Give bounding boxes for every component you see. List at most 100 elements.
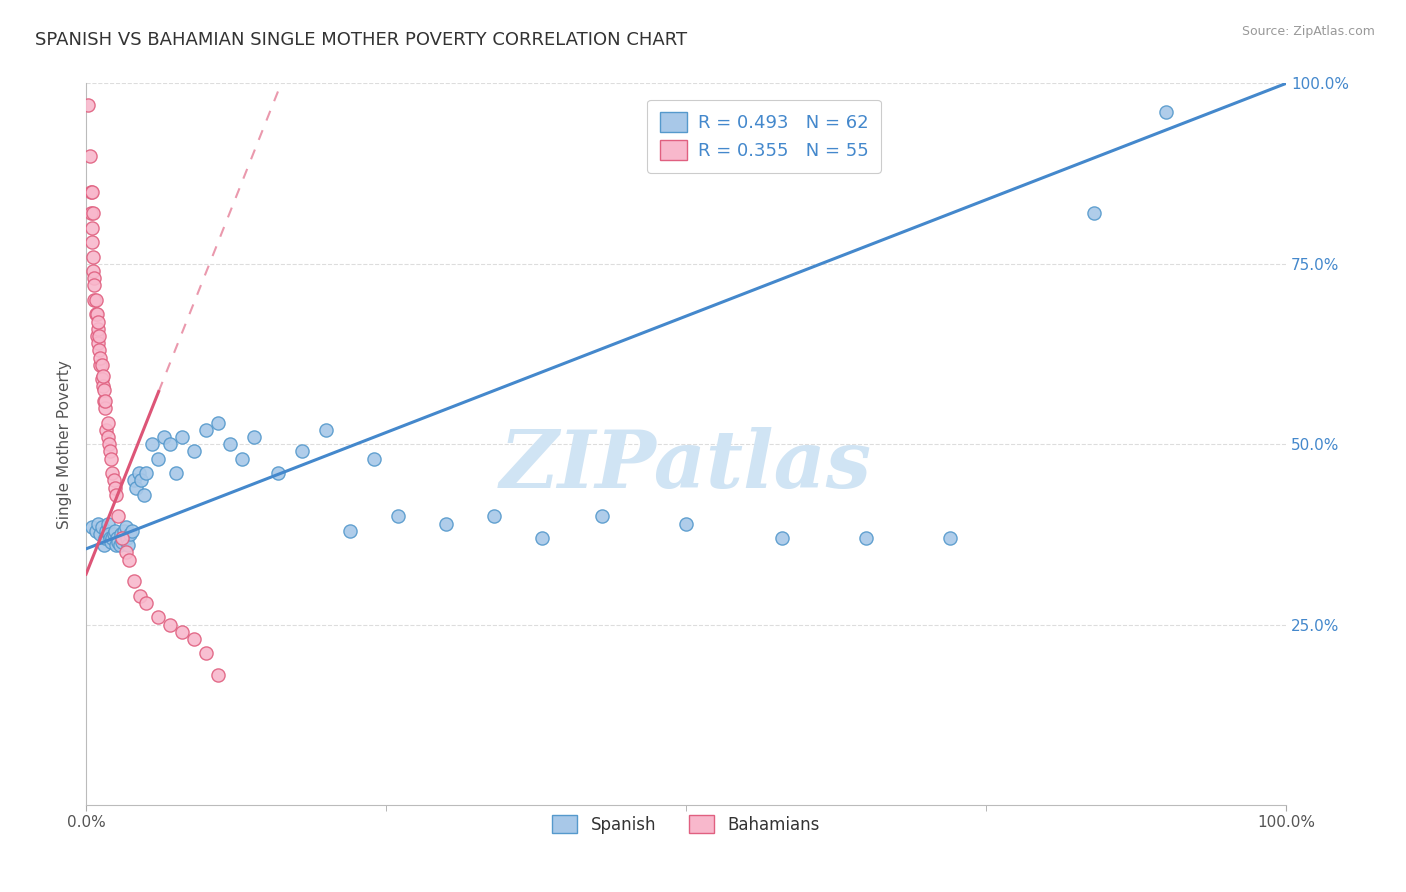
- Point: [118, 552, 141, 566]
- Point: [84, 307, 107, 321]
- Point: [120, 527, 142, 541]
- Point: [363, 451, 385, 466]
- Point: [107, 509, 129, 524]
- Point: [89, 351, 111, 365]
- Point: [170, 430, 193, 444]
- Point: [115, 531, 138, 545]
- Point: [80, 206, 103, 220]
- Point: [82, 206, 104, 220]
- Point: [94, 401, 117, 416]
- Point: [110, 527, 132, 541]
- Point: [101, 531, 124, 545]
- Point: [112, 531, 135, 545]
- Point: [89, 329, 111, 343]
- Point: [97, 516, 120, 531]
- Point: [267, 466, 290, 480]
- Point: [219, 437, 242, 451]
- Point: [83, 293, 105, 307]
- Legend: Spanish, Bahamians: Spanish, Bahamians: [543, 805, 830, 844]
- Point: [93, 538, 115, 552]
- Point: [122, 574, 145, 589]
- Point: [89, 343, 111, 358]
- Point: [231, 451, 253, 466]
- Point: [128, 466, 150, 480]
- Point: [146, 451, 169, 466]
- Point: [82, 264, 104, 278]
- Text: Source: ZipAtlas.com: Source: ZipAtlas.com: [1241, 25, 1375, 38]
- Point: [132, 488, 155, 502]
- Point: [108, 538, 131, 552]
- Point: [84, 293, 107, 307]
- Point: [1154, 105, 1177, 120]
- Point: [89, 527, 111, 541]
- Point: [101, 466, 124, 480]
- Text: SPANISH VS BAHAMIAN SINGLE MOTHER POVERTY CORRELATION CHART: SPANISH VS BAHAMIAN SINGLE MOTHER POVERT…: [35, 31, 688, 49]
- Point: [125, 481, 148, 495]
- Point: [79, 148, 101, 162]
- Point: [93, 383, 115, 397]
- Point: [855, 531, 877, 545]
- Point: [103, 473, 125, 487]
- Point: [84, 524, 107, 538]
- Point: [94, 531, 117, 545]
- Point: [87, 336, 110, 351]
- Point: [80, 235, 103, 250]
- Point: [315, 423, 337, 437]
- Point: [195, 647, 218, 661]
- Point: [90, 372, 112, 386]
- Point: [87, 314, 110, 328]
- Point: [86, 329, 108, 343]
- Point: [129, 473, 152, 487]
- Point: [97, 527, 120, 541]
- Point: [183, 444, 205, 458]
- Point: [153, 430, 176, 444]
- Point: [97, 430, 120, 444]
- Point: [531, 531, 554, 545]
- Point: [107, 534, 129, 549]
- Point: [94, 393, 117, 408]
- Point: [98, 531, 121, 545]
- Y-axis label: Single Mother Poverty: Single Mother Poverty: [58, 359, 72, 529]
- Point: [87, 516, 110, 531]
- Point: [93, 393, 115, 408]
- Point: [434, 516, 457, 531]
- Point: [96, 524, 118, 538]
- Point: [135, 596, 157, 610]
- Point: [80, 220, 103, 235]
- Point: [105, 531, 128, 545]
- Point: [111, 531, 134, 545]
- Point: [90, 358, 112, 372]
- Point: [83, 271, 105, 285]
- Point: [183, 632, 205, 646]
- Point: [80, 185, 103, 199]
- Point: [121, 524, 143, 538]
- Point: [96, 423, 118, 437]
- Point: [86, 307, 108, 321]
- Point: [170, 624, 193, 639]
- Point: [111, 534, 134, 549]
- Point: [80, 185, 103, 199]
- Point: [159, 437, 181, 451]
- Point: [104, 481, 127, 495]
- Point: [387, 509, 409, 524]
- Point: [89, 358, 111, 372]
- Point: [141, 437, 163, 451]
- Point: [114, 520, 136, 534]
- Point: [482, 509, 505, 524]
- Point: [195, 423, 218, 437]
- Point: [591, 509, 613, 524]
- Point: [135, 466, 157, 480]
- Point: [80, 520, 103, 534]
- Point: [105, 538, 128, 552]
- Point: [207, 416, 229, 430]
- Point: [939, 531, 962, 545]
- Point: [91, 368, 114, 383]
- Point: [100, 534, 122, 549]
- Point: [98, 444, 121, 458]
- Point: [90, 520, 112, 534]
- Point: [770, 531, 793, 545]
- Point: [114, 524, 136, 538]
- Point: [675, 516, 697, 531]
- Point: [1083, 206, 1105, 220]
- Point: [77, 98, 100, 112]
